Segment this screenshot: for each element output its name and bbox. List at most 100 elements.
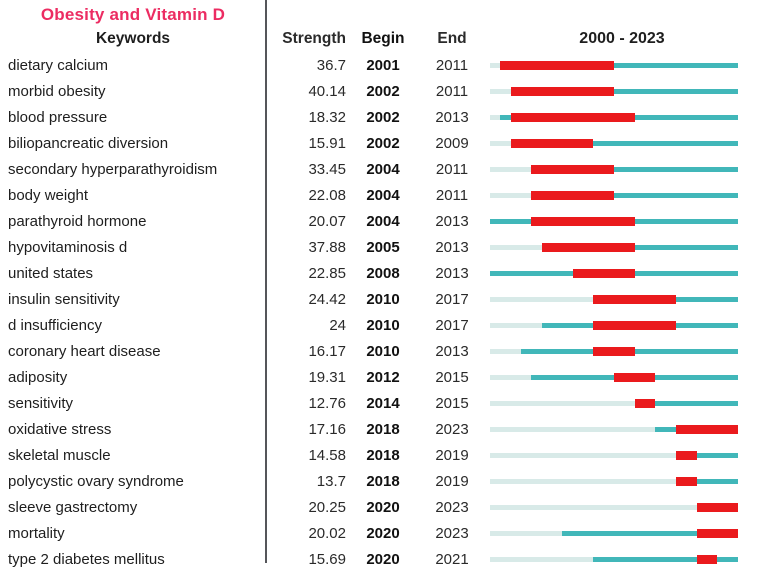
table-row: secondary hyperparathyroidism 33.45 2004… (0, 156, 758, 182)
table-row: type 2 diabetes mellitus 15.69 2020 2021 (0, 546, 758, 572)
inactive-segment (490, 62, 501, 68)
keyword-label: biliopancreatic diversion (8, 134, 169, 152)
begin-year: 2018 (366, 472, 400, 490)
strength-value: 14.58 (308, 446, 346, 464)
active-post-segment (696, 452, 738, 458)
burst-timeline-bar (490, 371, 738, 383)
burst-segment (531, 164, 614, 174)
burst-timeline-bar (490, 111, 738, 123)
burst-segment (676, 424, 738, 434)
end-year: 2013 (435, 108, 469, 126)
active-pre-segment (490, 218, 532, 224)
burst-segment (696, 528, 738, 538)
strength-value: 16.17 (308, 342, 346, 360)
keyword-label: sensitivity (8, 394, 74, 412)
active-pre-segment (531, 374, 614, 380)
active-post-segment (717, 556, 738, 562)
keyword-label: d insufficiency (8, 316, 102, 334)
active-pre-segment (655, 426, 676, 432)
inactive-segment (490, 140, 511, 146)
table-row: sensitivity 12.76 2014 2015 (0, 390, 758, 416)
burst-timeline-bar (490, 293, 738, 305)
burst-timeline-bar (490, 397, 738, 409)
inactive-segment (490, 556, 594, 562)
burst-segment (634, 398, 656, 408)
burst-timeline-bar (490, 345, 738, 357)
burst-segment (676, 476, 697, 486)
begin-year: 2004 (366, 160, 400, 178)
column-header-strength: Strength (282, 30, 346, 47)
active-pre-segment (500, 114, 511, 120)
active-pre-segment (521, 348, 594, 354)
burst-timeline-bar (490, 215, 738, 227)
active-pre-segment (541, 322, 594, 328)
begin-year: 2001 (366, 56, 400, 74)
burst-timeline-bar (490, 319, 738, 331)
keyword-label: mortality (8, 524, 65, 542)
active-pre-segment (490, 270, 573, 276)
active-pre-segment (593, 556, 697, 562)
begin-year: 2018 (366, 420, 400, 438)
end-year: 2011 (435, 160, 469, 178)
column-header-period: 2000 - 2023 (579, 30, 665, 47)
active-post-segment (655, 400, 738, 406)
column-divider-line (265, 0, 267, 563)
table-row: insulin sensitivity 24.42 2010 2017 (0, 286, 758, 312)
burst-timeline-bar (490, 553, 738, 565)
burst-segment (696, 554, 718, 564)
begin-year: 2020 (366, 524, 400, 542)
begin-year: 2010 (366, 316, 400, 334)
end-year: 2019 (435, 472, 469, 490)
begin-year: 2018 (366, 446, 400, 464)
end-year: 2023 (435, 524, 469, 542)
end-year: 2017 (435, 290, 469, 308)
end-year: 2021 (435, 550, 469, 568)
burst-timeline-bar (490, 527, 738, 539)
table-row: adiposity 19.31 2012 2015 (0, 364, 758, 390)
burst-segment (593, 294, 676, 304)
strength-value: 33.45 (308, 160, 346, 178)
active-pre-segment (562, 530, 697, 536)
keyword-label: skeletal muscle (8, 446, 111, 464)
burst-timeline-bar (490, 241, 738, 253)
burst-segment (510, 86, 614, 96)
inactive-segment (490, 530, 563, 536)
begin-year: 2004 (366, 186, 400, 204)
burst-timeline-bar (490, 423, 738, 435)
keyword-label: morbid obesity (8, 82, 106, 100)
burst-segment (614, 372, 656, 382)
end-year: 2009 (435, 134, 469, 152)
active-post-segment (655, 374, 738, 380)
active-post-segment (634, 348, 738, 354)
strength-value: 12.76 (308, 394, 346, 412)
begin-year: 2012 (366, 368, 400, 386)
burst-timeline-bar (490, 501, 738, 513)
inactive-segment (490, 504, 697, 510)
strength-value: 24.42 (308, 290, 346, 308)
table-row: coronary heart disease 16.17 2010 2013 (0, 338, 758, 364)
keyword-label: sleeve gastrectomy (8, 498, 138, 516)
active-post-segment (614, 88, 738, 94)
inactive-segment (490, 452, 676, 458)
burst-timeline-bar (490, 449, 738, 461)
table-row: polycystic ovary syndrome 13.7 2018 2019 (0, 468, 758, 494)
strength-value: 22.85 (308, 264, 346, 282)
keyword-label: blood pressure (8, 108, 108, 126)
strength-value: 15.69 (308, 550, 346, 568)
strength-value: 22.08 (308, 186, 346, 204)
inactive-segment (490, 244, 542, 250)
active-post-segment (634, 218, 738, 224)
active-post-segment (676, 296, 738, 302)
keyword-label: adiposity (8, 368, 68, 386)
strength-value: 17.16 (308, 420, 346, 438)
table-row: united states 22.85 2008 2013 (0, 260, 758, 286)
burst-timeline-bar (490, 137, 738, 149)
begin-year: 2005 (366, 238, 400, 256)
active-post-segment (696, 478, 738, 484)
burst-segment (593, 320, 676, 330)
burst-segment (541, 242, 635, 252)
begin-year: 2010 (366, 290, 400, 308)
inactive-segment (490, 88, 511, 94)
table-row: parathyroid hormone 20.07 2004 2013 (0, 208, 758, 234)
